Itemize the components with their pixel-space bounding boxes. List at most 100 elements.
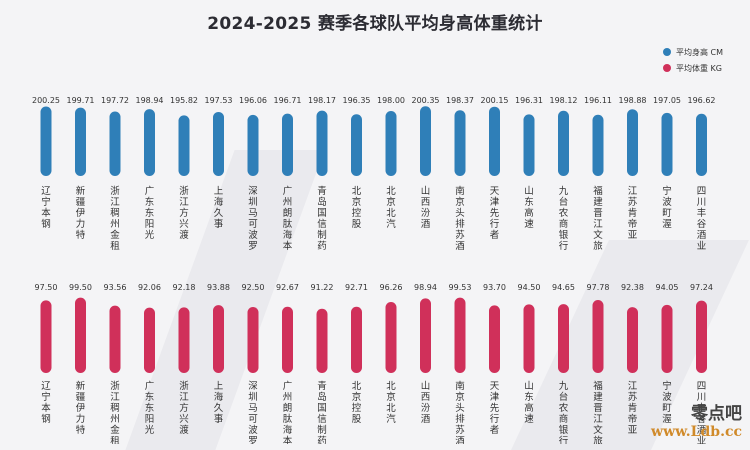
height-value-label-6: 196.06: [239, 96, 267, 105]
height-category-label-14: 山东高速: [524, 186, 534, 230]
weight-bar-4: [178, 307, 190, 373]
weight-value-label-12: 99.53: [449, 283, 472, 292]
weight-value-label-16: 97.78: [587, 283, 610, 292]
weight-bar-14: [523, 304, 535, 373]
height-category-label-19: 四川丰谷酒业: [697, 186, 707, 252]
weight-category-label-13: 天津先行者: [490, 381, 500, 436]
weight-category-label-5: 上海久事: [214, 381, 224, 425]
height-bar-12: [454, 110, 466, 176]
weight-value-label-15: 94.65: [552, 283, 575, 292]
height-category-label-3: 广东东阳光: [145, 185, 155, 241]
weight-bar-12: [454, 297, 466, 373]
chart-legend: 平均身高 CM 平均体重 KG: [663, 44, 723, 76]
legend-label-height: 平均身高 CM: [676, 47, 724, 57]
height-bar-11: [420, 106, 431, 176]
weight-value-label-8: 91.22: [311, 283, 334, 292]
height-bar-5: [213, 111, 224, 176]
weight-bar-10: [385, 301, 397, 373]
weight-value-label-1: 99.50: [69, 283, 92, 292]
weight-bar-2: [109, 305, 121, 373]
weight-value-label-0: 97.50: [35, 283, 58, 292]
watermark-name: 零点吧: [691, 404, 742, 424]
weight-value-label-9: 92.71: [345, 283, 368, 292]
weight-category-label-3: 广东东阳光: [145, 380, 155, 436]
height-bar-17: [627, 109, 638, 176]
weight-value-label-3: 92.06: [138, 283, 161, 292]
weight-category-label-14: 山东高速: [524, 381, 534, 425]
weight-bar-6: [247, 307, 259, 373]
weight-category-label-6: 深圳马可波罗: [248, 381, 258, 444]
weight-category-label-15: 九台农商银行: [559, 380, 569, 444]
height-bar-14: [523, 114, 535, 176]
watermark: 零点吧 www.Ldb.cc: [651, 399, 742, 440]
weight-bar-15: [558, 304, 569, 373]
weight-bar-13: [489, 305, 500, 373]
weight-bar-1: [75, 297, 86, 373]
legend-swatch-weight: [663, 64, 671, 72]
height-category-label-8: 青岛国信制药: [317, 185, 327, 252]
weight-value-label-6: 92.50: [242, 283, 265, 292]
height-category-label-9: 北京控股: [352, 186, 362, 230]
height-value-label-13: 200.15: [481, 96, 509, 105]
height-bar-4: [178, 115, 190, 176]
height-bar-13: [489, 106, 500, 176]
height-bar-15: [558, 110, 569, 176]
height-bar-7: [282, 113, 293, 176]
height-value-label-18: 197.05: [653, 96, 681, 105]
weight-value-label-10: 96.26: [380, 283, 403, 292]
height-category-label-12: 南京头排苏酒: [455, 185, 465, 252]
weight-bar-17: [627, 307, 638, 373]
height-category-label-15: 九台农商银行: [559, 185, 569, 252]
weight-category-label-9: 北京控股: [352, 381, 362, 425]
weight-category-label-11: 山西汾酒: [421, 381, 431, 425]
height-bar-19: [696, 113, 707, 176]
height-value-label-14: 196.31: [515, 96, 543, 105]
height-category-label-10: 北京北汽: [386, 186, 396, 230]
height-value-label-12: 198.37: [446, 96, 474, 105]
weight-category-label-2: 浙江稠州金租: [110, 380, 120, 444]
weight-bar-9: [351, 306, 362, 373]
height-category-label-5: 上海久事: [214, 186, 224, 230]
weight-value-label-14: 94.50: [518, 283, 541, 292]
weight-category-label-18: 宁波町渥: [662, 380, 672, 425]
weight-category-label-8: 青岛国信制药: [317, 380, 327, 444]
height-category-label-0: 辽宁本钢: [41, 185, 51, 230]
legend-swatch-height: [663, 48, 671, 56]
height-bar-1: [75, 107, 86, 176]
weight-value-label-19: 97.24: [690, 283, 713, 292]
weight-bar-18: [661, 304, 673, 373]
height-category-label-17: 江苏肯帝亚: [628, 186, 638, 241]
weight-value-label-18: 94.05: [656, 283, 679, 292]
weight-bar-16: [592, 299, 604, 373]
legend-item-height: 平均身高 CM: [663, 44, 723, 60]
height-bar-6: [247, 114, 259, 176]
legend-label-weight: 平均体重 KG: [676, 63, 722, 73]
weight-bar-11: [420, 298, 431, 373]
legend-item-weight: 平均体重 KG: [663, 60, 723, 76]
height-value-label-11: 200.35: [412, 96, 440, 105]
height-value-label-16: 196.11: [584, 96, 612, 105]
height-bar-3: [144, 109, 155, 176]
weight-value-label-17: 92.38: [621, 283, 644, 292]
weight-value-label-5: 93.88: [207, 283, 230, 292]
height-bar-10: [385, 111, 397, 176]
height-category-label-18: 宁波町渥: [662, 185, 672, 230]
height-value-label-10: 198.00: [377, 96, 405, 105]
weight-bar-8: [316, 308, 328, 373]
height-value-label-1: 199.71: [67, 96, 95, 105]
height-value-label-9: 196.35: [343, 96, 371, 105]
height-category-label-6: 深圳马可波罗: [248, 186, 258, 252]
weight-category-label-16: 福建晋江文旅: [593, 380, 603, 444]
weight-bar-5: [213, 305, 224, 373]
height-category-label-16: 福建晋江文旅: [593, 185, 603, 252]
height-value-label-17: 198.88: [619, 96, 647, 105]
height-bar-8: [316, 110, 328, 176]
height-category-label-1: 新疆伊力特: [76, 185, 86, 241]
weight-value-label-11: 98.94: [414, 283, 437, 292]
weight-category-label-19: 四川丰谷酒业: [697, 381, 707, 444]
height-value-label-15: 198.12: [550, 96, 578, 105]
height-value-label-5: 197.53: [205, 96, 233, 105]
weight-category-label-7: 广州朗肽海本: [283, 380, 293, 444]
weight-value-label-7: 92.67: [276, 283, 299, 292]
